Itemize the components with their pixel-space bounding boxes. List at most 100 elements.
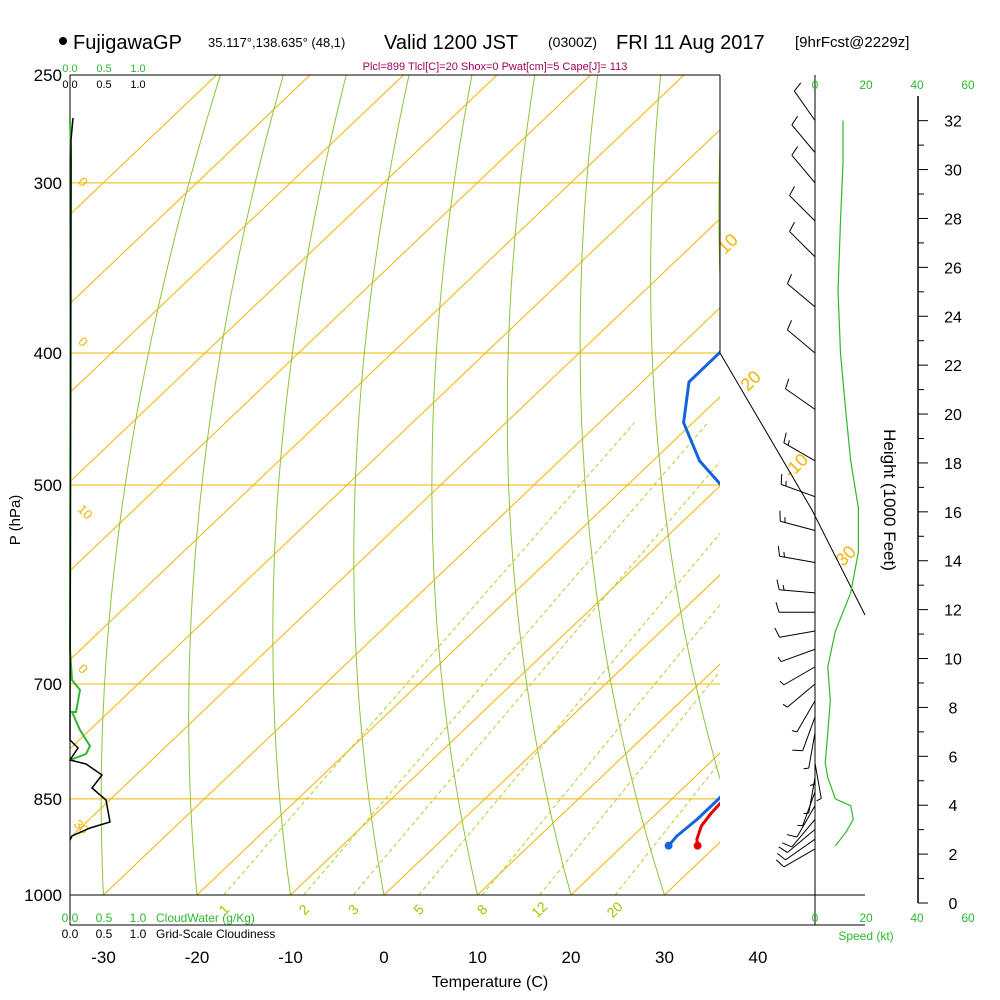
isotherm-line	[477, 663, 720, 895]
dry-adiabat-line	[272, 75, 347, 895]
wind-barb-flag	[803, 812, 809, 815]
wind-barb-flag	[792, 749, 803, 752]
isotherm-line	[70, 75, 498, 483]
wind-barb-shaft	[789, 195, 816, 222]
wind-barb	[785, 378, 816, 410]
wind-barb	[775, 602, 815, 613]
wind-barb	[791, 700, 816, 733]
wind-barb-flag	[787, 440, 790, 446]
isotherm-label: 20	[737, 367, 765, 395]
cloudiness-tick-top: 0.5	[96, 79, 111, 91]
isotherm-label: 10	[714, 230, 742, 258]
valid-time: Valid 1200 JST	[384, 32, 518, 54]
wind-barb	[776, 579, 816, 594]
isotherm-line	[945, 75, 1000, 895]
temperature-tick-label: -10	[278, 948, 303, 967]
mixing-ratio-label: 20	[603, 898, 625, 920]
mixing-ratio-line	[418, 532, 720, 895]
height-axis-label: Height (1000 Feet)	[880, 429, 899, 571]
dry-adiabat-line	[785, 75, 945, 895]
wind-barb-shaft	[791, 819, 816, 848]
wind-barb-flag	[775, 859, 785, 868]
cloud-water-tick-top: 0.0	[62, 63, 77, 75]
wind-barb	[803, 732, 816, 770]
wind-barb-shaft	[787, 829, 816, 853]
isotherm-line	[70, 75, 311, 305]
cloud-water-tick-top: 0.5	[96, 63, 111, 75]
wind-barb-flag	[793, 82, 802, 92]
isotherm-line	[70, 129, 720, 750]
wind-barb-flag	[775, 602, 780, 613]
wind-barb	[791, 115, 816, 153]
cloudiness-tick-bottom: 0.5	[96, 927, 113, 941]
wind-barb-flag	[816, 798, 822, 802]
wind-barb	[803, 777, 816, 815]
dry-adiabat-line	[188, 75, 284, 895]
wind-barb-shaft	[783, 666, 816, 686]
header: FujigawaGP 35.117°,138.635° (48,1) Valid…	[59, 32, 909, 73]
wind-barb-shaft	[796, 805, 816, 838]
wind-barb-shaft	[783, 442, 816, 462]
dry-adiabat-line	[353, 75, 410, 895]
wind-barb-shaft	[789, 231, 816, 258]
mixing-ratio-label: 3	[345, 901, 362, 918]
temperature-tick-label: -20	[185, 948, 210, 967]
wind-barb	[780, 473, 816, 498]
wind-barb	[792, 716, 816, 752]
wind-barb-shaft	[779, 630, 816, 638]
wind-barb	[775, 848, 816, 868]
wind-barb-shaft	[814, 762, 822, 799]
cloudiness-label: Grid-Scale Cloudiness	[156, 927, 275, 941]
wind-barb	[789, 221, 816, 258]
wind-barb	[779, 510, 816, 532]
height-tick-label: 8	[949, 700, 958, 717]
height-tick-label: 0	[949, 896, 958, 913]
isotherm-label: 0	[75, 174, 91, 190]
wind-barb-flag	[791, 730, 798, 733]
height-tick-label: 24	[944, 309, 962, 326]
speed-label: Speed (kt)	[838, 929, 893, 943]
wind-barb	[793, 82, 816, 121]
pressure-tick-label: 1000	[24, 886, 62, 905]
temperature-tick-label: 0	[379, 948, 388, 967]
surface-temperature-point	[693, 841, 702, 850]
wind-barb	[789, 186, 816, 222]
temperature-tick-label: 20	[562, 948, 581, 967]
wind-barb-shaft	[780, 520, 816, 532]
wind-barb-shaft	[791, 154, 816, 184]
y-axis-label: P (hPa)	[7, 495, 24, 546]
wind-barb-flag	[777, 657, 782, 662]
isotherm-label: 0	[75, 661, 91, 677]
speed-tick-top: 20	[859, 78, 873, 92]
wind-barb-flag	[779, 680, 785, 686]
wind-barb-shaft	[791, 124, 816, 153]
wind-barb-shaft	[802, 791, 816, 826]
cloud-water-label: CloudWater (g/Kg)	[156, 911, 255, 925]
wind-barb-flag	[791, 115, 799, 126]
wind-barb-shaft	[796, 700, 816, 733]
cloudiness-trace	[68, 117, 111, 841]
height-tick-label: 22	[944, 358, 962, 375]
station-name: FujigawaGP	[73, 32, 182, 54]
wind-barb-flag	[783, 432, 787, 443]
speed-tick-bottom: 60	[961, 911, 975, 925]
wind-barb	[814, 762, 822, 802]
isotherm-label: -10	[779, 449, 812, 482]
cloud-water-tick-bottom: 0.0	[62, 911, 79, 925]
height-tick-label: 16	[944, 505, 962, 522]
wind-barb	[777, 648, 816, 663]
wind-speed-profile	[824, 120, 860, 847]
isotherm-line	[70, 75, 217, 216]
isotherm-line	[70, 218, 720, 839]
mixing-ratio-line	[303, 422, 709, 895]
wind-barb	[777, 838, 816, 861]
dry-adiabat-line	[431, 75, 478, 895]
wind-barb-flag	[776, 579, 780, 590]
wind-barb-flag	[789, 186, 795, 196]
cloudiness-tick-top: 1.0	[130, 79, 145, 91]
wind-barb-flag	[782, 842, 793, 848]
height-tick-label: 14	[944, 554, 962, 571]
cloudiness-tick-top: 0.0	[62, 79, 77, 91]
